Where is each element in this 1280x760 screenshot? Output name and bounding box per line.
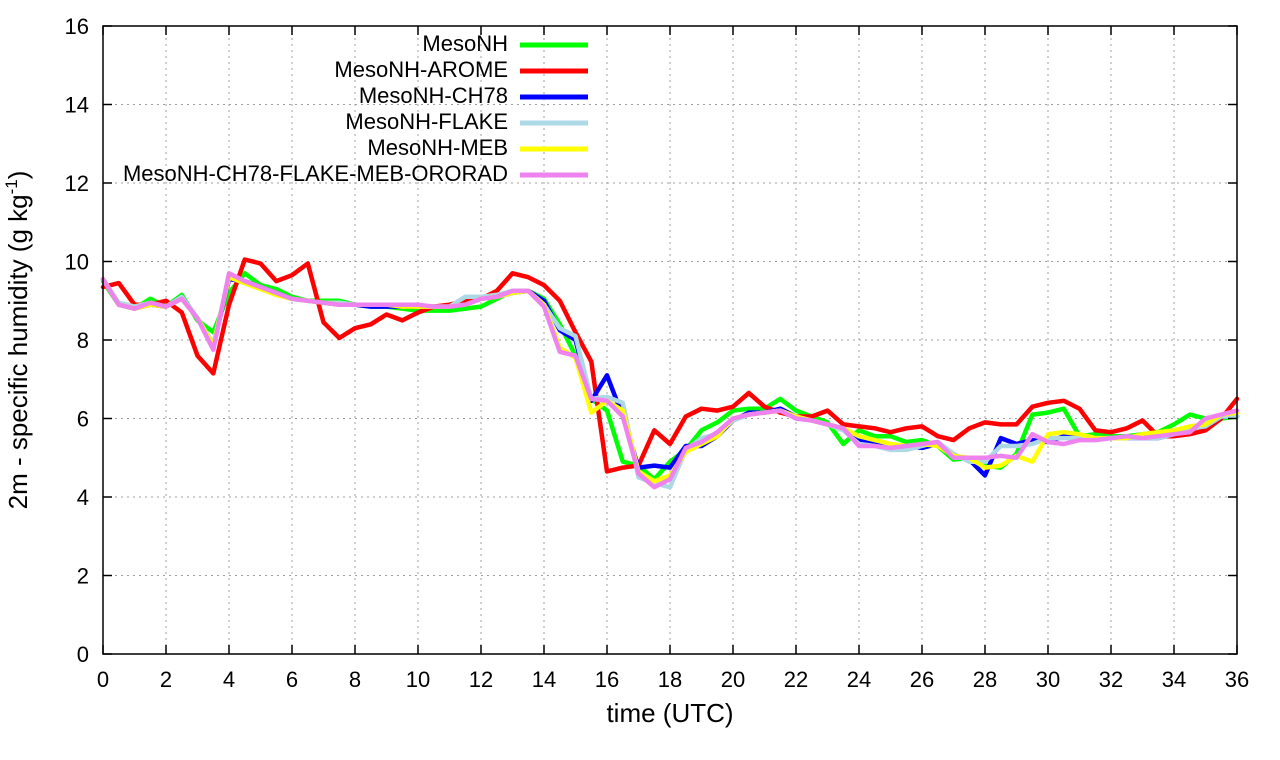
x-tick-label: 18: [658, 667, 682, 692]
y-tick-label: 4: [77, 485, 89, 510]
legend-entry-mesonh-flake: MesoNH-FLAKE: [345, 109, 588, 134]
series-line-mesonh-ch78-flake-meb-ororad: [100, 271, 1240, 490]
x-tick-label: 14: [532, 667, 556, 692]
legend-label: MesoNH-CH78-FLAKE-MEB-ORORAD: [123, 161, 508, 186]
x-tick-label: 12: [469, 667, 493, 692]
x-tick-label: 26: [910, 667, 934, 692]
legend-label: MesoNH-AROME: [334, 57, 508, 82]
x-tick-label: 4: [223, 667, 235, 692]
x-tick-label: 10: [406, 667, 430, 692]
x-axis-tick-labels: 0 2 4 6 8 10 12 14 16 18 20 22 24 26 28 30 32 34 36: [97, 667, 1249, 692]
y-tick-label: 6: [77, 407, 89, 432]
y-axis-label-superscript: -1: [2, 179, 21, 194]
x-tick-label: 30: [1036, 667, 1060, 692]
x-tick-label: 6: [286, 667, 298, 692]
y-axis-label-end: ): [3, 171, 33, 180]
x-tick-label: 32: [1099, 667, 1123, 692]
y-tick-label: 8: [77, 328, 89, 353]
legend-label: MesoNH-MEB: [367, 135, 508, 160]
y-tick-label: 0: [77, 642, 89, 667]
x-tick-label: 16: [595, 667, 619, 692]
x-tick-label: 24: [847, 667, 871, 692]
axis-ticks: [102, 25, 1238, 655]
legend-entry-mesonh-meb: MesoNH-MEB: [367, 135, 588, 160]
legend-entry-mesonh: MesoNH: [422, 31, 588, 56]
legend-label: MesoNH-FLAKE: [345, 109, 508, 134]
x-tick-label: 2: [160, 667, 172, 692]
y-tick-label: 16: [65, 14, 89, 39]
legend-entry-mesonh-ch78: MesoNH-CH78: [359, 83, 588, 108]
grid: [102, 25, 1238, 655]
y-axis-tick-labels: 0 2 4 6 8 10 12 14 16: [65, 14, 89, 667]
x-tick-label: 0: [97, 667, 109, 692]
x-tick-label: 22: [784, 667, 808, 692]
x-tick-label: 20: [721, 667, 745, 692]
y-tick-label: 14: [65, 93, 89, 118]
x-tick-label: 28: [973, 667, 997, 692]
series-line-mesonh: [100, 271, 1240, 482]
legend-label: MesoNH-CH78: [359, 83, 508, 108]
series-lines: [100, 257, 1240, 490]
y-tick-label: 12: [65, 171, 89, 196]
legend-entry-mesonh-arome: MesoNH-AROME: [334, 57, 588, 82]
x-axis-label: time (UTC): [606, 698, 733, 728]
x-tick-label: 8: [349, 667, 361, 692]
x-tick-label: 36: [1225, 667, 1249, 692]
y-axis-label-main: 2m - specific humidity (g kg: [3, 194, 33, 509]
y-axis-label: 2m - specific humidity (g kg-1): [2, 171, 33, 510]
legend-entry-mesonh-ch78-flake-meb-ororad: MesoNH-CH78-FLAKE-MEB-ORORAD: [123, 161, 588, 186]
y-tick-label: 10: [65, 250, 89, 275]
series-line-mesonh-meb: [100, 274, 1240, 484]
y-tick-label: 2: [77, 564, 89, 589]
series-line-mesonh-arome: [100, 257, 1240, 474]
legend: MesoNH MesoNH-AROME MesoNH-CH78 MesoNH-F…: [123, 31, 588, 186]
legend-label: MesoNH: [422, 31, 508, 56]
x-tick-label: 34: [1162, 667, 1186, 692]
